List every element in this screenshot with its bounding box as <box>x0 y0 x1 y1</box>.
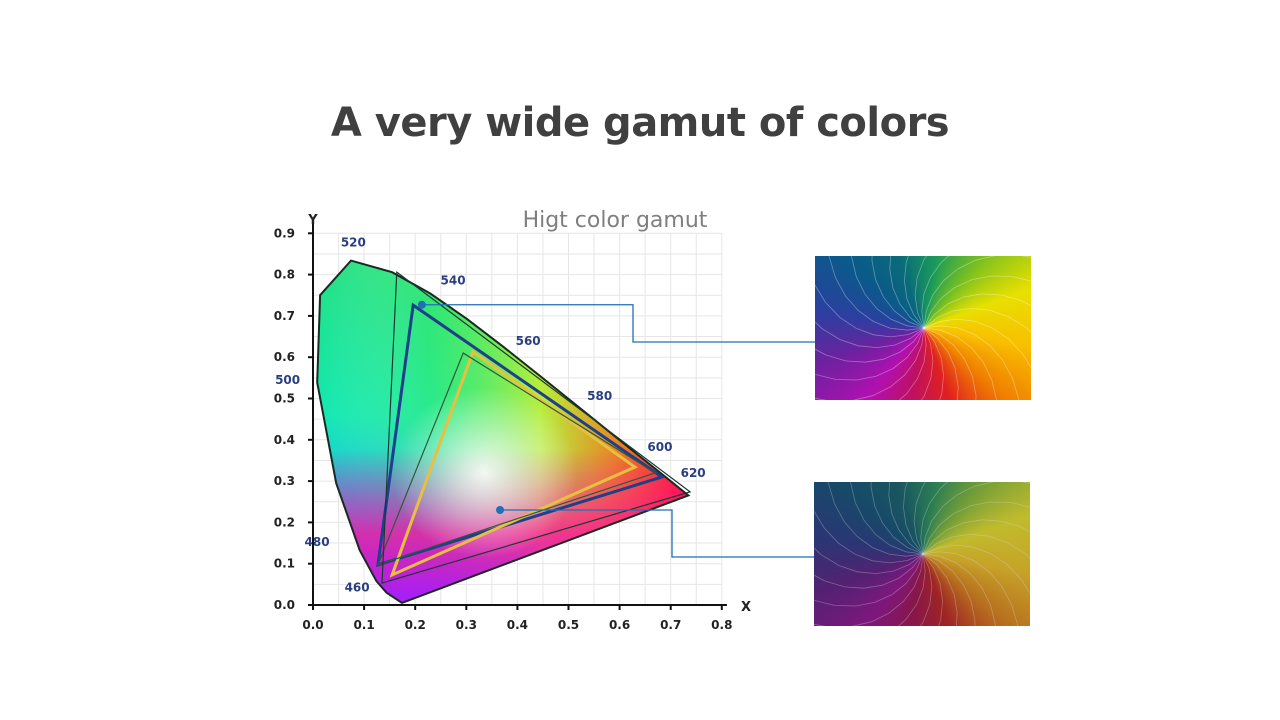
y-tick-label: 0.3 <box>274 474 295 488</box>
spiral-ray <box>923 293 1031 329</box>
wavelength-label: 460 <box>345 581 370 595</box>
wavelength-label: 540 <box>441 274 466 288</box>
x-tick-label: 0.1 <box>353 618 374 632</box>
spiral-ray <box>923 327 945 400</box>
slide-title: A very wide gamut of colors <box>330 100 950 146</box>
y-tick-label: 0.7 <box>274 309 295 323</box>
x-tick-label: 0.8 <box>711 618 732 632</box>
spiral-ray <box>923 325 1020 400</box>
spiral-ray <box>897 553 926 626</box>
wavelength-label: 580 <box>587 389 612 403</box>
spiral-ray <box>914 256 927 329</box>
x-tick-label: 0.2 <box>405 618 426 632</box>
spiral-ray <box>922 519 1030 555</box>
x-axis-label: X <box>741 600 751 615</box>
y-tick-label: 0.6 <box>274 350 295 364</box>
spiral-ray <box>815 321 925 349</box>
wide-gamut-image <box>815 256 1031 400</box>
spiral-ray <box>922 553 958 626</box>
spiral-ray <box>923 327 977 400</box>
spiral-ray <box>922 553 976 626</box>
wavelength-label: 520 <box>341 236 366 250</box>
spiral-ray <box>902 482 924 555</box>
spiral-ray <box>889 256 925 329</box>
gamut-fill <box>317 260 689 603</box>
y-tick-label: 0.9 <box>274 226 295 240</box>
x-tick-label: 0.5 <box>558 618 579 632</box>
spiral-ray <box>922 553 996 626</box>
x-tick-label: 0.0 <box>302 618 323 632</box>
callout-line <box>421 304 815 343</box>
spiral-ray <box>922 533 1030 559</box>
spiral-ray <box>922 501 1030 555</box>
spiral-ray <box>923 318 1031 369</box>
spiral-ray <box>923 327 959 400</box>
spiral-ray <box>920 553 933 626</box>
spiral-ray <box>903 256 925 329</box>
spiral-ray <box>913 482 926 555</box>
gamut-triangle <box>376 352 657 566</box>
y-tick-label: 0.4 <box>274 433 295 447</box>
x-tick-label: 0.4 <box>507 618 528 632</box>
spiral-ray <box>898 327 927 400</box>
spiral-ray <box>923 307 1031 333</box>
gamut-triangle <box>376 302 666 568</box>
wavelength-label: 600 <box>647 440 672 454</box>
standard-gamut-image <box>814 482 1030 626</box>
spiral-ray <box>923 256 1031 329</box>
callout-dot <box>496 506 505 515</box>
spiral-ray <box>922 553 944 626</box>
x-tick-label: 0.7 <box>660 618 681 632</box>
gamut-triangle <box>381 270 692 584</box>
y-tick-label: 0.5 <box>274 392 295 406</box>
spiral-ray <box>921 327 934 400</box>
spiral-ray <box>828 256 925 331</box>
spiral-ray <box>815 327 925 381</box>
spiral-ray <box>922 551 1019 626</box>
y-tick-label: 0.1 <box>274 557 295 571</box>
spiral-ray <box>923 275 1031 329</box>
spiral-ray <box>871 256 925 329</box>
spiral-ray <box>850 482 924 555</box>
spiral-ray <box>815 327 925 400</box>
spiral-ray <box>815 284 925 338</box>
spiral-ray <box>814 553 924 626</box>
x-tick-label: 0.6 <box>609 618 630 632</box>
spiral-ray <box>920 482 949 555</box>
wavelength-label: 620 <box>681 466 706 480</box>
spiral-ray <box>814 547 924 575</box>
callout-dot <box>417 300 426 309</box>
wavelength-label: 480 <box>305 535 330 549</box>
spiral-ray <box>888 482 924 555</box>
spiral-ray <box>814 510 924 564</box>
diagram-subtitle: Higt color gamut <box>522 208 708 233</box>
spiral-ray <box>851 256 925 329</box>
y-axis-label: Y <box>307 213 318 228</box>
spiral-ray <box>815 327 925 363</box>
wavelength-label: 500 <box>275 373 300 387</box>
callout-line <box>500 509 815 558</box>
spiral-ray <box>922 482 1030 555</box>
wavelength-label: 560 <box>516 334 541 348</box>
spiral-ray <box>870 482 924 555</box>
spiral-ray <box>814 553 924 607</box>
spectral-locus <box>316 259 691 605</box>
spiral-ray <box>827 482 924 557</box>
spiral-ray <box>923 327 997 400</box>
spiral-ray <box>921 256 950 329</box>
y-tick-label: 0.0 <box>274 598 295 612</box>
y-tick-label: 0.2 <box>274 515 295 529</box>
y-tick-label: 0.8 <box>274 268 295 282</box>
spiral-ray <box>922 544 1030 595</box>
x-tick-label: 0.3 <box>456 618 477 632</box>
spiral-ray <box>814 553 924 589</box>
